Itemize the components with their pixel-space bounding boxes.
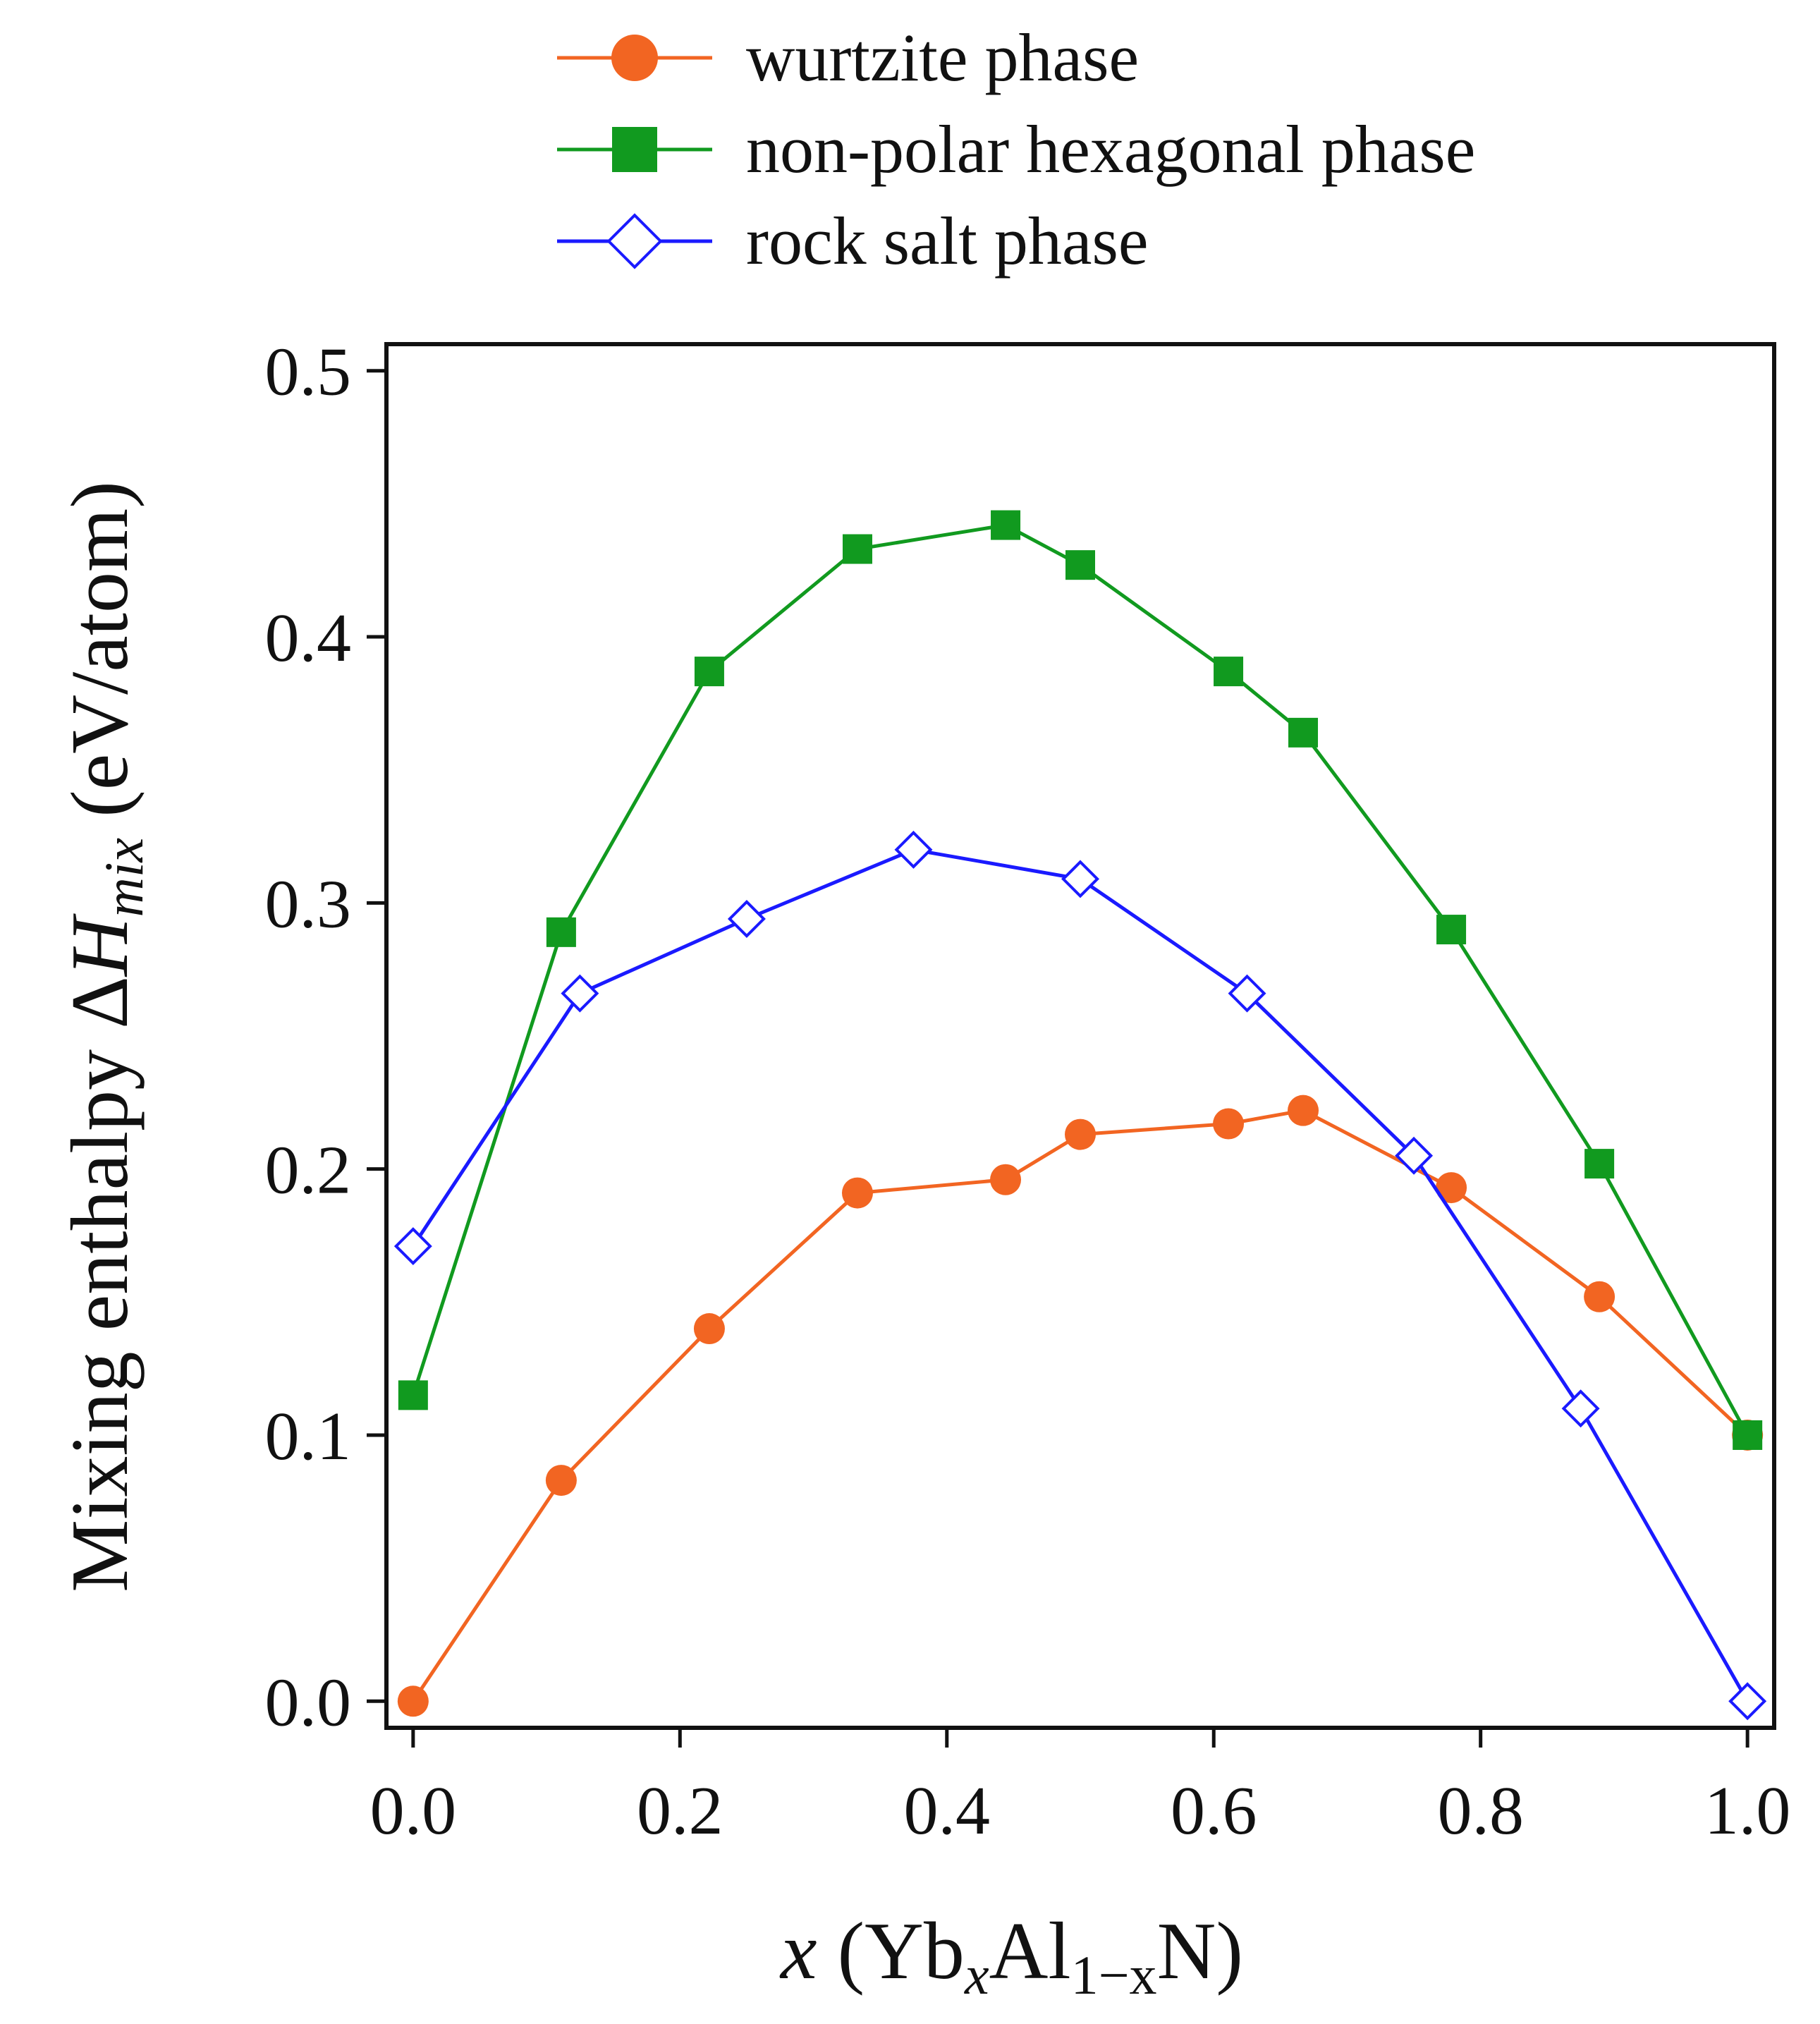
series-line <box>411 1109 1749 1702</box>
y-tick-label: 0.1 <box>265 1398 352 1475</box>
data-point <box>1395 1136 1434 1175</box>
x-tick-label: 0.8 <box>1437 1773 1524 1849</box>
x-tick-label: 0.2 <box>637 1773 723 1849</box>
data-point <box>1213 1108 1245 1140</box>
legend-marker <box>611 35 658 81</box>
data-point <box>1065 550 1095 580</box>
data-point <box>1733 1420 1763 1450</box>
data-point <box>841 1177 873 1209</box>
data-point <box>546 917 576 947</box>
data-point <box>393 1227 432 1266</box>
data-point <box>694 657 724 687</box>
data-point <box>398 1380 428 1410</box>
legend-item: non-polar hexagonal phase <box>557 111 1475 187</box>
legend-item: rock salt phase <box>557 203 1148 279</box>
data-point <box>693 1313 725 1345</box>
data-point <box>990 1164 1022 1195</box>
data-point <box>1288 1095 1319 1126</box>
x-tick-label: 0.0 <box>370 1773 457 1849</box>
x-tick-label: 1.0 <box>1704 1773 1791 1849</box>
data-point <box>1288 717 1319 748</box>
y-axis: 0.0 0.1 0.2 0.3 0.4 0.5 <box>265 334 386 1740</box>
y-tick-label: 0.0 <box>265 1664 352 1740</box>
legend-label: non-polar hexagonal phase <box>746 111 1475 187</box>
series-line <box>411 848 1749 1702</box>
series-1 <box>397 1095 1764 1717</box>
series-2 <box>398 510 1763 1450</box>
data-point <box>1561 1389 1600 1428</box>
data-point <box>1228 974 1266 1013</box>
data-point <box>1436 1172 1467 1204</box>
plot-frame <box>384 342 1776 1730</box>
legend-label: rock salt phase <box>746 203 1148 279</box>
data-point <box>1214 657 1244 687</box>
legend-label: wurtzite phase <box>746 20 1139 95</box>
legend-item: wurtzite phase <box>557 20 1139 95</box>
series-3 <box>393 830 1767 1721</box>
data-point <box>894 830 933 869</box>
data-point <box>1436 915 1467 945</box>
legend: wurtzite phase non-polar hexagonal phase r… <box>557 20 1475 279</box>
legend-marker <box>612 127 657 172</box>
data-point <box>545 1465 577 1496</box>
data-point <box>1728 1682 1767 1721</box>
y-axis-title: Mixing enthalpy ΔHmix (eV/atom) <box>55 481 154 1592</box>
y-tick-label: 0.4 <box>265 600 352 676</box>
data-point <box>1584 1281 1616 1312</box>
y-tick-label: 0.5 <box>265 334 352 410</box>
legend-marker <box>606 213 663 269</box>
data-point <box>727 900 766 938</box>
y-tick-label: 0.3 <box>265 866 352 942</box>
data-point <box>397 1685 429 1717</box>
data-point <box>561 974 599 1013</box>
y-tick-label: 0.2 <box>265 1133 352 1209</box>
data-point <box>1065 1118 1096 1150</box>
data-point <box>991 510 1021 540</box>
series-layer <box>393 510 1767 1721</box>
data-point <box>842 534 872 564</box>
x-tick-label: 0.4 <box>904 1773 991 1849</box>
x-axis-title: x (YbxAl1−xN) <box>779 1906 1243 2006</box>
data-point <box>1061 860 1099 898</box>
x-axis: 0.0 0.2 0.4 0.6 0.8 1.0 <box>370 1728 1791 1849</box>
x-tick-label: 0.6 <box>1171 1773 1257 1849</box>
data-point <box>1584 1149 1615 1179</box>
